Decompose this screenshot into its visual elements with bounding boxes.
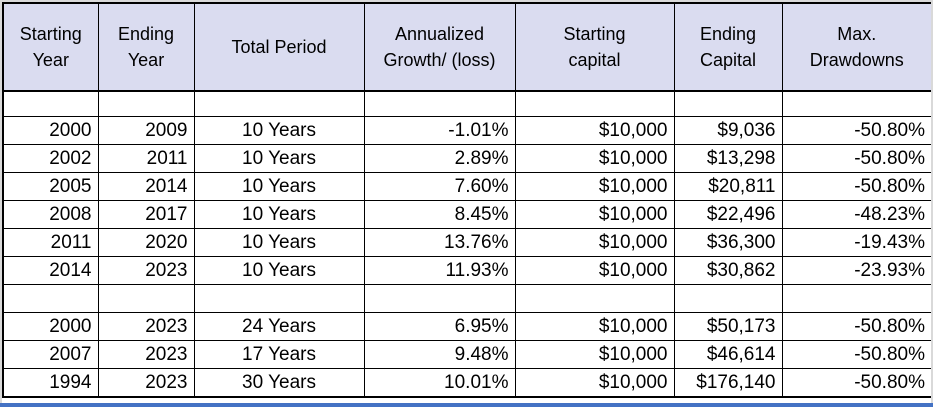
cell-max-drawdown[interactable]: -50.80% <box>781 368 933 398</box>
cell-starting-year[interactable]: 1994 <box>2 368 99 398</box>
cell-starting-year[interactable]: 2011 <box>2 228 99 257</box>
cell-annualized-growth[interactable]: 9.48% <box>363 340 516 369</box>
cell-ending-capital[interactable]: $176,140 <box>673 368 783 398</box>
empty-cell[interactable] <box>781 90 933 117</box>
table-row: 2008 2017 10 Years 8.45% $10,000 $22,496… <box>2 200 933 229</box>
table-row: 1994 2023 30 Years 10.01% $10,000 $176,1… <box>2 368 933 398</box>
empty-cell[interactable] <box>363 284 516 313</box>
cell-total-period[interactable]: 10 Years <box>193 200 365 229</box>
cell-total-period[interactable]: 10 Years <box>193 256 365 285</box>
cell-annualized-growth[interactable]: 2.89% <box>363 144 516 173</box>
empty-cell[interactable] <box>97 284 195 313</box>
cell-max-drawdown[interactable]: -48.23% <box>781 200 933 229</box>
cell-total-period[interactable]: 30 Years <box>193 368 365 398</box>
cell-ending-capital[interactable]: $22,496 <box>673 200 783 229</box>
cell-ending-year[interactable]: 2009 <box>97 116 195 145</box>
cell-ending-capital[interactable]: $50,173 <box>673 312 783 341</box>
cell-ending-capital[interactable]: $13,298 <box>673 144 783 173</box>
cell-ending-capital[interactable]: $20,811 <box>673 172 783 201</box>
cell-ending-capital[interactable]: $30,862 <box>673 256 783 285</box>
cell-starting-year[interactable]: 2000 <box>2 312 99 341</box>
cell-total-period[interactable]: 10 Years <box>193 228 365 257</box>
col-header-max-drawdowns[interactable]: Max. Drawdowns <box>781 2 933 92</box>
cell-annualized-growth[interactable]: 11.93% <box>363 256 516 285</box>
table-row: 2007 2023 17 Years 9.48% $10,000 $46,614… <box>2 340 933 369</box>
cell-starting-capital[interactable]: $10,000 <box>514 144 675 173</box>
cell-total-period[interactable]: 24 Years <box>193 312 365 341</box>
performance-table: Starting Year Ending Year Total Period A… <box>2 2 933 398</box>
cell-ending-year[interactable]: 2023 <box>97 256 195 285</box>
cell-starting-year[interactable]: 2014 <box>2 256 99 285</box>
col-header-total-period[interactable]: Total Period <box>193 2 365 92</box>
cell-max-drawdown[interactable]: -50.80% <box>781 340 933 369</box>
cell-starting-year[interactable]: 2000 <box>2 116 99 145</box>
empty-cell[interactable] <box>673 284 783 313</box>
cell-starting-year[interactable]: 2007 <box>2 340 99 369</box>
empty-cell[interactable] <box>193 284 365 313</box>
empty-cell[interactable] <box>2 284 99 313</box>
empty-cell[interactable] <box>514 284 675 313</box>
cell-annualized-growth[interactable]: 13.76% <box>363 228 516 257</box>
cell-total-period[interactable]: 17 Years <box>193 340 365 369</box>
col-header-ending-capital[interactable]: Ending Capital <box>673 2 783 92</box>
cell-ending-year[interactable]: 2017 <box>97 200 195 229</box>
cell-annualized-growth[interactable]: 7.60% <box>363 172 516 201</box>
cell-starting-capital[interactable]: $10,000 <box>514 228 675 257</box>
cell-ending-year[interactable]: 2020 <box>97 228 195 257</box>
cell-annualized-growth[interactable]: -1.01% <box>363 116 516 145</box>
cell-starting-capital[interactable]: $10,000 <box>514 312 675 341</box>
cell-max-drawdown[interactable]: -50.80% <box>781 116 933 145</box>
cell-starting-capital[interactable]: $10,000 <box>514 116 675 145</box>
empty-cell[interactable] <box>514 90 675 117</box>
cell-annualized-growth[interactable]: 6.95% <box>363 312 516 341</box>
cell-annualized-growth[interactable]: 8.45% <box>363 200 516 229</box>
cell-starting-capital[interactable]: $10,000 <box>514 340 675 369</box>
col-header-annualized-growth[interactable]: Annualized Growth/ (loss) <box>363 2 516 92</box>
next-row-blue-fill-edge <box>0 403 933 407</box>
cell-ending-year[interactable]: 2023 <box>97 368 195 398</box>
cell-ending-year[interactable]: 2014 <box>97 172 195 201</box>
empty-cell[interactable] <box>673 90 783 117</box>
cell-max-drawdown[interactable]: -50.80% <box>781 312 933 341</box>
cell-annualized-growth[interactable]: 10.01% <box>363 368 516 398</box>
cell-starting-year[interactable]: 2008 <box>2 200 99 229</box>
cell-max-drawdown[interactable]: -50.80% <box>781 144 933 173</box>
cell-max-drawdown[interactable]: -19.43% <box>781 228 933 257</box>
table-header-row: Starting Year Ending Year Total Period A… <box>2 2 933 92</box>
empty-cell[interactable] <box>2 90 99 117</box>
empty-cell[interactable] <box>363 90 516 117</box>
cell-ending-capital[interactable]: $46,614 <box>673 340 783 369</box>
col-header-starting-year[interactable]: Starting Year <box>2 2 99 92</box>
col-header-ending-year[interactable]: Ending Year <box>97 2 195 92</box>
cell-max-drawdown[interactable]: -23.93% <box>781 256 933 285</box>
cell-total-period[interactable]: 10 Years <box>193 116 365 145</box>
table-row: 2011 2020 10 Years 13.76% $10,000 $36,30… <box>2 228 933 257</box>
col-header-starting-capital[interactable]: Starting capital <box>514 2 675 92</box>
cell-starting-year[interactable]: 2005 <box>2 172 99 201</box>
cell-ending-capital[interactable]: $36,300 <box>673 228 783 257</box>
cell-starting-capital[interactable]: $10,000 <box>514 256 675 285</box>
table-row: 2005 2014 10 Years 7.60% $10,000 $20,811… <box>2 172 933 201</box>
spacer-row <box>2 90 933 117</box>
empty-cell[interactable] <box>97 90 195 117</box>
cell-total-period[interactable]: 10 Years <box>193 172 365 201</box>
cell-starting-capital[interactable]: $10,000 <box>514 172 675 201</box>
empty-cell[interactable] <box>781 284 933 313</box>
cell-starting-capital[interactable]: $10,000 <box>514 368 675 398</box>
cell-starting-year[interactable]: 2002 <box>2 144 99 173</box>
empty-cell[interactable] <box>193 90 365 117</box>
cell-max-drawdown[interactable]: -50.80% <box>781 172 933 201</box>
spacer-row <box>2 284 933 313</box>
table-row: 2002 2011 10 Years 2.89% $10,000 $13,298… <box>2 144 933 173</box>
cell-ending-year[interactable]: 2023 <box>97 312 195 341</box>
cell-starting-capital[interactable]: $10,000 <box>514 200 675 229</box>
table-row: 2000 2009 10 Years -1.01% $10,000 $9,036… <box>2 116 933 145</box>
cell-ending-year[interactable]: 2011 <box>97 144 195 173</box>
cell-ending-year[interactable]: 2023 <box>97 340 195 369</box>
table-row: 2014 2023 10 Years 11.93% $10,000 $30,86… <box>2 256 933 285</box>
table-row: 2000 2023 24 Years 6.95% $10,000 $50,173… <box>2 312 933 341</box>
cell-ending-capital[interactable]: $9,036 <box>673 116 783 145</box>
cell-total-period[interactable]: 10 Years <box>193 144 365 173</box>
